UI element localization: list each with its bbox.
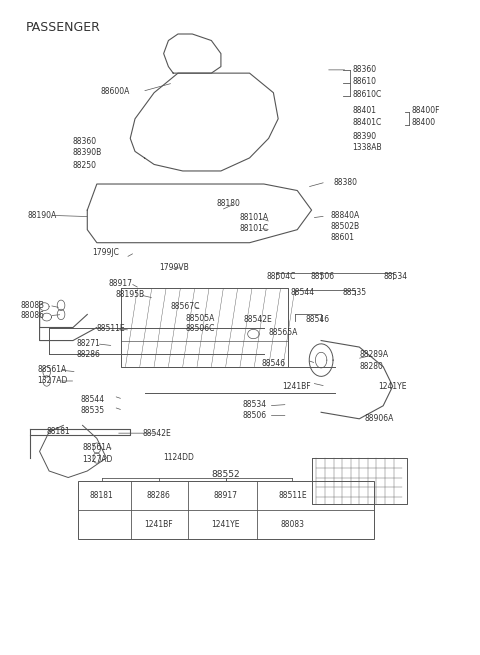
- Text: 88561A: 88561A: [37, 365, 66, 375]
- Text: 88511E: 88511E: [278, 491, 307, 500]
- Text: 88610: 88610: [352, 77, 376, 86]
- Text: 88546: 88546: [262, 359, 286, 368]
- Text: 88505A: 88505A: [185, 314, 215, 323]
- Text: 88917: 88917: [214, 491, 238, 500]
- Text: 1241YE: 1241YE: [378, 382, 407, 390]
- Text: 88601: 88601: [331, 233, 355, 242]
- Text: 88561A: 88561A: [83, 443, 112, 452]
- Text: 1241YE: 1241YE: [211, 520, 240, 529]
- Text: 88380: 88380: [333, 178, 357, 187]
- Text: 88565A: 88565A: [269, 328, 298, 337]
- Text: 88542E: 88542E: [244, 315, 273, 324]
- Text: 88552: 88552: [211, 470, 240, 479]
- Text: 88534: 88534: [383, 272, 408, 281]
- Text: 1241BF: 1241BF: [282, 382, 311, 390]
- Text: 88400: 88400: [412, 117, 436, 126]
- Text: 88567C: 88567C: [171, 302, 200, 311]
- Text: 1799VB: 1799VB: [159, 263, 189, 272]
- Text: 88511E: 88511E: [97, 324, 125, 333]
- Text: 88083: 88083: [280, 520, 304, 529]
- Text: 88390B: 88390B: [73, 148, 102, 157]
- Text: 88917: 88917: [109, 278, 133, 288]
- Text: 88544: 88544: [290, 288, 314, 297]
- Text: 1327AD: 1327AD: [37, 377, 68, 386]
- Text: 88535: 88535: [343, 288, 367, 297]
- Text: 1799JC: 1799JC: [92, 248, 119, 257]
- Text: 1241BF: 1241BF: [144, 520, 173, 529]
- Text: 88840A: 88840A: [331, 212, 360, 221]
- Text: 1327AD: 1327AD: [83, 455, 113, 464]
- Text: 88504C: 88504C: [266, 272, 296, 281]
- Text: 88544: 88544: [80, 395, 104, 403]
- Text: 88600A: 88600A: [101, 87, 130, 96]
- Text: 88101A: 88101A: [240, 214, 269, 223]
- Text: 88534: 88534: [242, 400, 266, 409]
- Text: 88271: 88271: [77, 339, 101, 348]
- Text: 88542E: 88542E: [142, 428, 171, 438]
- Text: 88181: 88181: [47, 427, 71, 436]
- Text: 88506C: 88506C: [185, 324, 215, 333]
- Text: 88535: 88535: [80, 406, 104, 415]
- Text: 88360: 88360: [352, 66, 376, 75]
- Text: 88190A: 88190A: [28, 211, 57, 220]
- Text: 88610C: 88610C: [352, 90, 382, 98]
- Text: 1124DD: 1124DD: [164, 453, 194, 462]
- Text: 88546: 88546: [306, 315, 330, 324]
- Text: 88400F: 88400F: [412, 107, 440, 115]
- Text: 88180: 88180: [216, 199, 240, 208]
- Text: 88286: 88286: [147, 491, 171, 500]
- Text: 88506: 88506: [242, 411, 266, 420]
- Text: 88289A: 88289A: [360, 350, 388, 360]
- Text: 88280: 88280: [360, 362, 383, 371]
- Text: 88250: 88250: [73, 161, 97, 170]
- Text: 88502B: 88502B: [331, 222, 360, 231]
- Text: 88286: 88286: [77, 350, 101, 360]
- Text: 88083: 88083: [21, 301, 45, 310]
- Text: PASSENGER: PASSENGER: [25, 21, 100, 34]
- Text: 88195B: 88195B: [116, 290, 145, 299]
- Text: 88390: 88390: [352, 132, 376, 141]
- Text: 88401C: 88401C: [352, 117, 382, 126]
- Text: 88506: 88506: [311, 272, 335, 281]
- Text: 88906A: 88906A: [364, 415, 394, 423]
- Text: 88101C: 88101C: [240, 224, 269, 233]
- Text: 88360: 88360: [73, 137, 97, 146]
- Text: 88401: 88401: [352, 107, 376, 115]
- Text: 88181: 88181: [90, 491, 113, 500]
- Text: 1338AB: 1338AB: [352, 143, 382, 152]
- Text: 88086: 88086: [21, 311, 45, 320]
